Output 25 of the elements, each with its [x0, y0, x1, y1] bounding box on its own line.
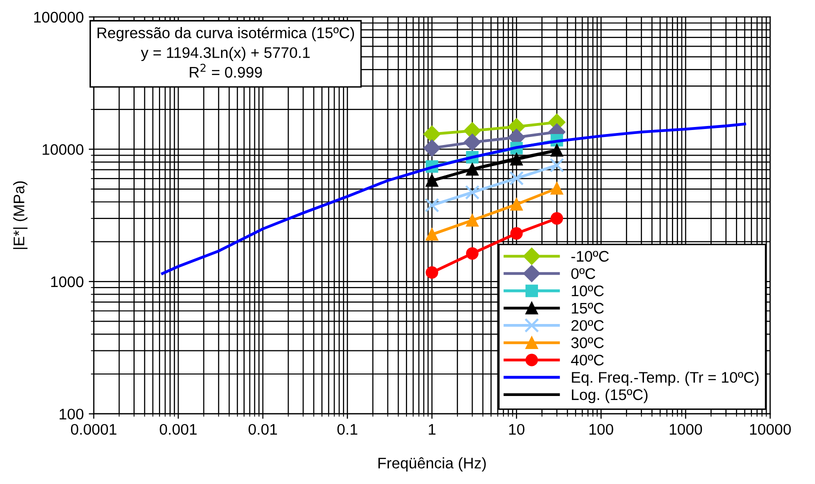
x-axis-title: Freqüência (Hz): [378, 457, 486, 472]
y-axis-title: |E*| (MPa): [13, 181, 28, 249]
legend-label: Eq. Freq.-Temp. (Tr = 10ºC): [572, 372, 759, 386]
legend-label: -10ºC: [571, 250, 609, 262]
legend-label: 10ºC: [572, 285, 604, 296]
y-tick-label: 100000: [34, 12, 84, 23]
x-tick-label: 0.0001: [70, 424, 116, 435]
annotation: Regressão da curva isotérmica (15ºC) y = 1194.3Ln(x) + 5770.1 R$^{2}$ = 0.999: [98, 26, 354, 78]
x-tick-label: 100: [589, 424, 614, 435]
x-tick-label: 0.1: [337, 424, 358, 435]
x-tick-label: 0.001: [160, 424, 197, 435]
y-tick-label: 10000: [42, 144, 84, 155]
y-tick-label: 100: [60, 408, 84, 420]
legend-label: 30ºC: [571, 337, 604, 348]
legend-label: Log. (15ºC): [572, 388, 648, 404]
y-tick-label: 1000: [51, 276, 84, 288]
x-tick-label: 1: [428, 424, 436, 435]
legend-label: 0ºC: [571, 268, 596, 280]
x-tick-label: 10000: [750, 424, 791, 435]
x-tick-label: 1000: [670, 424, 702, 435]
legend-label: 15ºC: [572, 302, 604, 314]
legend-label: 20ºC: [571, 320, 604, 331]
x-tick-label: 0.01: [248, 424, 277, 435]
x-tick-label: 10: [509, 424, 524, 435]
legend-label: 40ºC: [571, 354, 604, 366]
